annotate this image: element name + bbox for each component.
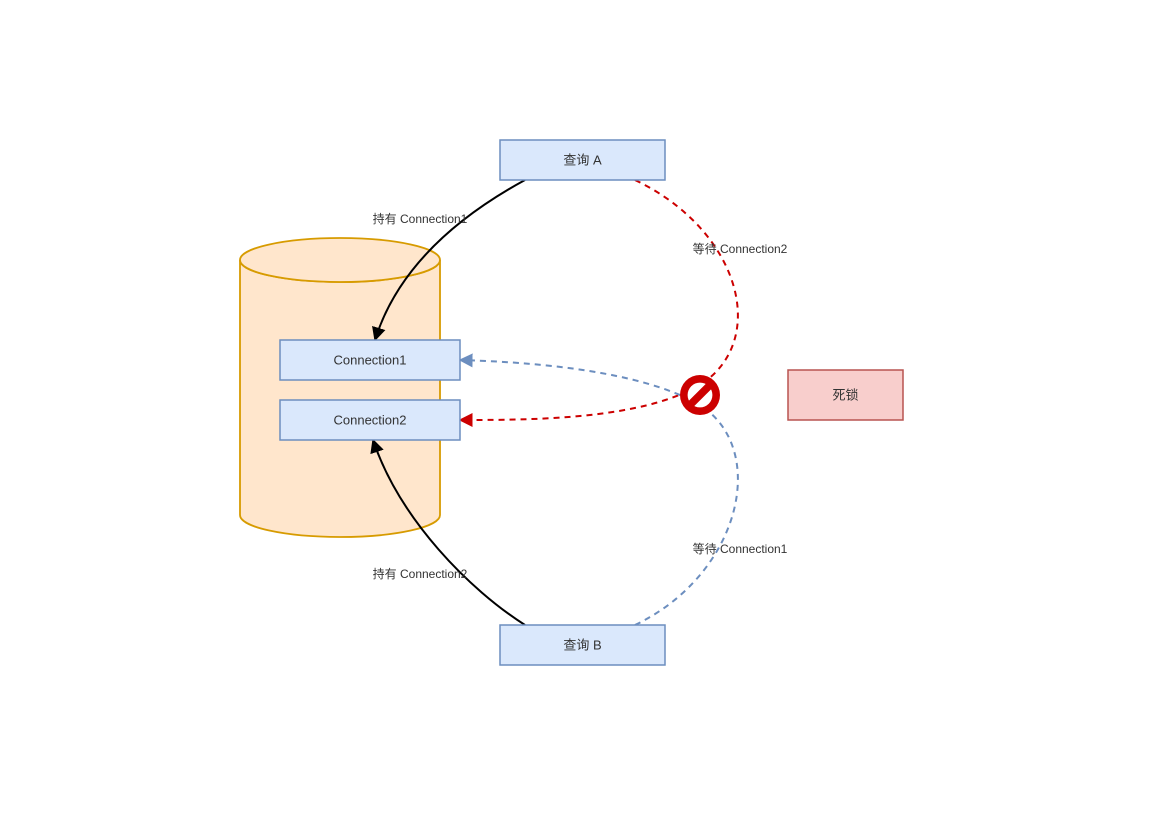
edge-label-wait-a: 等待 Connection2 [693,242,788,256]
edge-wait-a: 等待 Connection2 [460,180,788,420]
node-label-query-b: 查询 B [563,637,601,652]
node-query-a: 查询 A [500,140,665,180]
edge-label-holds-b: 持有 Connection2 [373,566,468,581]
edge-wait-b: 等待 Connection1 [460,360,788,625]
prohibit-icon [680,375,720,415]
node-label-connection2: Connection2 [334,412,407,427]
node-connection1: Connection1 [280,340,460,380]
deadlock-diagram: 持有 Connection1 持有 Connection2 等待 Connect… [0,0,1169,827]
node-label-query-a: 查询 A [563,152,602,167]
node-deadlock: 死锁 [788,370,903,420]
node-connection2: Connection2 [280,400,460,440]
node-query-b: 查询 B [500,625,665,665]
edge-label-holds-a: 持有 Connection1 [373,211,468,226]
node-label-connection1: Connection1 [334,352,407,367]
database-cylinder [240,238,440,537]
edge-label-wait-b: 等待 Connection1 [693,542,788,556]
node-label-deadlock: 死锁 [832,387,858,402]
